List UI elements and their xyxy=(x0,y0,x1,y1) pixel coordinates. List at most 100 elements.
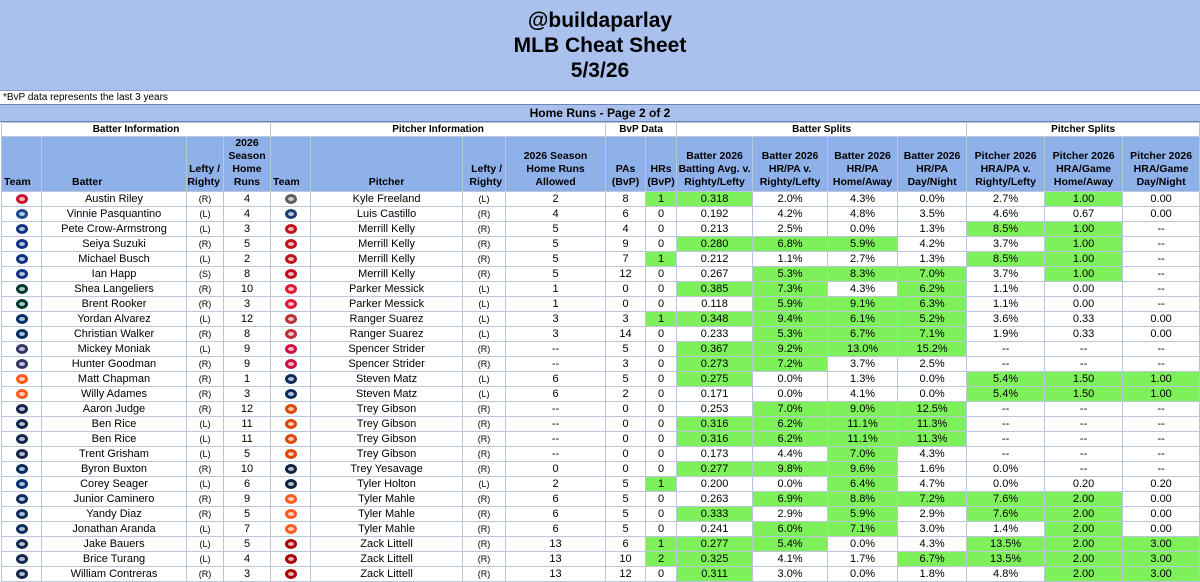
pitcher-day-night: -- xyxy=(1122,221,1200,237)
pitcher-team-logo-icon xyxy=(284,494,297,505)
batter-name: Hunter Goodman xyxy=(41,356,187,372)
title-banner: @buildaparlay MLB Cheat Sheet 5/3/26 xyxy=(0,0,1200,91)
pitcher-team-logo xyxy=(270,476,312,492)
pitcher-team-logo-icon xyxy=(284,389,297,400)
batter-hrpa: 7.2% xyxy=(752,356,829,372)
handle: @buildaparlay xyxy=(527,8,673,32)
pitcher-day-night: 3.00 xyxy=(1122,566,1200,582)
batter-home-away: 4.3% xyxy=(827,281,899,297)
pitcher-hand: (L) xyxy=(462,371,507,387)
pitcher-hrapa: -- xyxy=(966,356,1046,372)
pitcher-hrapa: 4.8% xyxy=(966,566,1046,582)
batter-avg: 0.333 xyxy=(676,506,754,522)
batter-avg: 0.273 xyxy=(676,356,754,372)
batter-avg: 0.212 xyxy=(676,251,754,267)
pitcher-hrapa: -- xyxy=(966,401,1046,417)
batter-day-night: 15.2% xyxy=(897,341,968,357)
pitcher-team-logo xyxy=(270,221,312,237)
batter-home-away: 0.0% xyxy=(827,536,899,552)
batter-hand: (L) xyxy=(186,311,224,327)
col-batter-avg: Batter 2026 Batting Avg. v. Righty/Lefty xyxy=(676,136,754,192)
pitcher-hrapa: 0.0% xyxy=(966,476,1046,492)
bvp-pas: 5 xyxy=(605,521,647,537)
pitcher-day-night: 0.00 xyxy=(1122,206,1200,222)
col-pitcher: Pitcher xyxy=(310,136,464,192)
pitcher-hr-allowed: 0 xyxy=(505,461,607,477)
bvp-pas: 7 xyxy=(605,251,647,267)
pitcher-hr-allowed: -- xyxy=(505,446,607,462)
batter-avg: 0.280 xyxy=(676,236,754,252)
batter-hr: 6 xyxy=(222,476,272,492)
table-body: Austin Riley (R) 4 Kyle Freeland (L) 2 8 1 0.318… xyxy=(1,191,1200,582)
pitcher-name: Merrill Kelly xyxy=(310,251,464,267)
pitcher-hr-allowed: 1 xyxy=(505,281,607,297)
team-logo-icon xyxy=(15,224,28,235)
batter-hand: (R) xyxy=(186,356,224,372)
pitcher-name: Trey Gibson xyxy=(310,446,464,462)
pitcher-name: Ranger Suarez xyxy=(310,326,464,342)
pitcher-home-away: 0.67 xyxy=(1044,206,1124,222)
batter-hr: 3 xyxy=(222,221,272,237)
team-logo-icon xyxy=(15,344,28,355)
pitcher-hrapa: 1.1% xyxy=(966,281,1046,297)
bvp-hrs: 0 xyxy=(645,566,678,582)
batter-hrpa: 6.2% xyxy=(752,416,829,432)
pitcher-team-logo xyxy=(270,296,312,312)
pitcher-name: Spencer Strider xyxy=(310,356,464,372)
bvp-pas: 10 xyxy=(605,551,647,567)
pitcher-hand: (L) xyxy=(462,476,507,492)
batter-home-away: 9.6% xyxy=(827,461,899,477)
pitcher-hand: (R) xyxy=(462,206,507,222)
team-logo xyxy=(1,356,42,372)
pitcher-hr-allowed: 13 xyxy=(505,536,607,552)
batter-hr: 9 xyxy=(222,491,272,507)
team-logo xyxy=(1,446,42,462)
pitcher-team-logo-icon xyxy=(284,344,297,355)
table-row: Byron Buxton (R) 10 Trey Yesavage (R) 0 0 0 0.27… xyxy=(1,461,1200,477)
pitcher-team-logo xyxy=(270,491,312,507)
date: 5/3/26 xyxy=(570,58,630,82)
pitcher-team-logo xyxy=(270,386,312,402)
pitcher-team-logo-icon xyxy=(284,404,297,415)
pitcher-team-logo xyxy=(270,251,312,267)
batter-day-night: 11.3% xyxy=(897,431,968,447)
batter-hrpa: 4.4% xyxy=(752,446,829,462)
table-row: Yordan Alvarez (L) 12 Ranger Suarez (L) 3 3 1 0.… xyxy=(1,311,1200,327)
pitcher-day-night: -- xyxy=(1122,236,1200,252)
team-logo xyxy=(1,506,42,522)
batter-hr: 12 xyxy=(222,311,272,327)
batter-name: Christian Walker xyxy=(41,326,187,342)
pitcher-hr-allowed: 6 xyxy=(505,506,607,522)
pitcher-hrapa: 1.9% xyxy=(966,326,1046,342)
group-pitcher-splits: Pitcher Splits xyxy=(966,122,1200,137)
batter-hand: (S) xyxy=(186,266,224,282)
team-logo xyxy=(1,566,42,582)
bvp-hrs: 0 xyxy=(645,281,678,297)
batter-name: Willy Adames xyxy=(41,386,187,402)
pitcher-day-night: 1.00 xyxy=(1122,386,1200,402)
batter-avg: 0.192 xyxy=(676,206,754,222)
pitcher-hand: (R) xyxy=(462,491,507,507)
pitcher-hr-allowed: 3 xyxy=(505,326,607,342)
pitcher-hand: (R) xyxy=(462,266,507,282)
pitcher-name: Steven Matz xyxy=(310,386,464,402)
pitcher-name: Luis Castillo xyxy=(310,206,464,222)
pitcher-team-logo xyxy=(270,356,312,372)
pitcher-team-logo-icon xyxy=(284,539,297,550)
pitcher-hand: (L) xyxy=(462,191,507,207)
team-logo xyxy=(1,401,42,417)
team-logo xyxy=(1,521,42,537)
bvp-hrs: 0 xyxy=(645,416,678,432)
pitcher-name: Tyler Mahle xyxy=(310,521,464,537)
pitcher-team-logo-icon xyxy=(284,554,297,565)
batter-hrpa: 5.4% xyxy=(752,536,829,552)
pitcher-team-logo-icon xyxy=(284,479,297,490)
batter-hand: (L) xyxy=(186,416,224,432)
batter-home-away: 6.4% xyxy=(827,476,899,492)
bvp-hrs: 0 xyxy=(645,266,678,282)
pitcher-home-away: 1.50 xyxy=(1044,371,1124,387)
batter-day-night: 7.2% xyxy=(897,491,968,507)
bvp-hrs: 0 xyxy=(645,326,678,342)
pitcher-hand: (L) xyxy=(462,296,507,312)
col-pitcher-home-away: Pitcher 2026 HRA/Game Home/Away xyxy=(1044,136,1124,192)
